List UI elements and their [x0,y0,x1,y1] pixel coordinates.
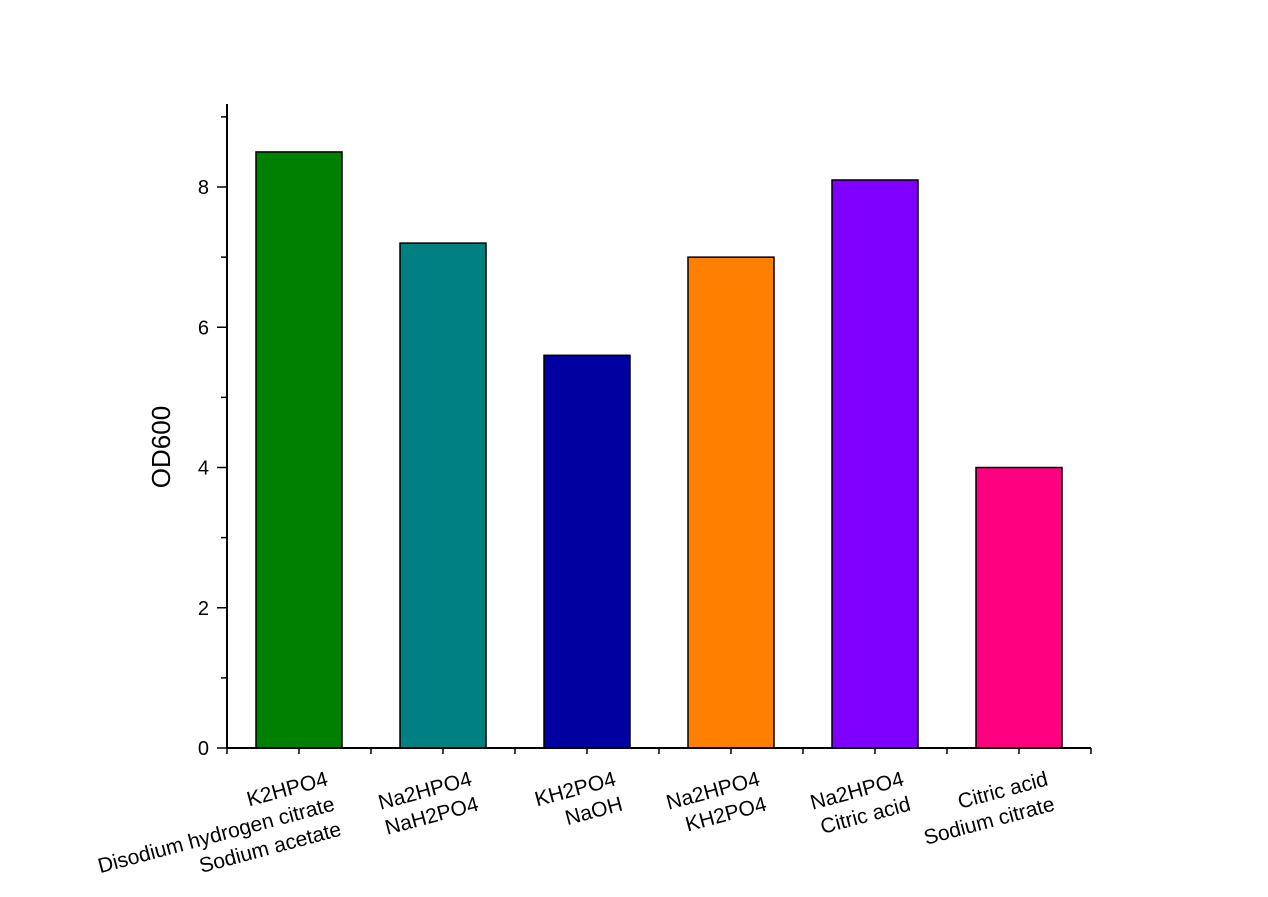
bar [255,151,343,749]
bars [255,151,1063,749]
y-tick-label: 2 [198,598,209,620]
y-tick-label: 0 [198,738,209,760]
axes [217,104,1092,754]
bar [831,179,919,749]
y-tick-label: 4 [198,458,209,480]
y-tick-label: 8 [198,177,209,199]
bar [975,466,1063,749]
y-tick-label: 6 [198,317,209,339]
bar [399,242,487,749]
y-axis-label: OD600 [146,406,176,488]
bar [687,256,775,749]
bar [543,354,631,749]
